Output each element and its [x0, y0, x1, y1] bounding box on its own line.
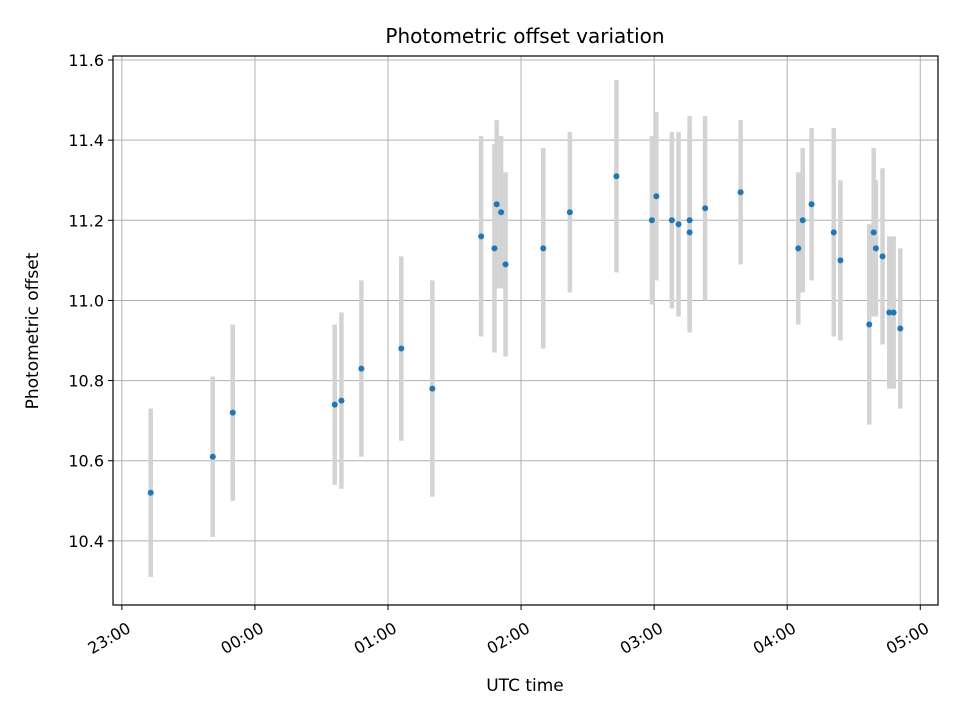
- data-point: [566, 209, 573, 216]
- y-tick-label: 10.6: [68, 452, 104, 471]
- data-point: [879, 253, 886, 260]
- data-point: [702, 205, 709, 212]
- y-axis-label: Photometric offset: [23, 252, 43, 409]
- data-point: [498, 209, 505, 216]
- data-point: [613, 173, 620, 180]
- data-point: [229, 409, 236, 416]
- data-point: [209, 453, 216, 460]
- y-tick-label: 10.4: [68, 532, 104, 551]
- plot-frame: [112, 55, 939, 606]
- data-point: [502, 261, 509, 268]
- chart-title: Photometric offset variation: [385, 24, 664, 48]
- data-point: [147, 489, 154, 496]
- data-point: [897, 325, 904, 332]
- y-tick-label: 11.6: [68, 51, 104, 70]
- data-point: [830, 229, 837, 236]
- data-point: [890, 309, 897, 316]
- data-point: [866, 321, 873, 328]
- data-point: [398, 345, 405, 352]
- data-point: [331, 401, 338, 408]
- data-point: [870, 229, 877, 236]
- data-point: [653, 193, 660, 200]
- grid: [113, 56, 938, 605]
- data-point: [540, 245, 547, 252]
- data-point: [795, 245, 802, 252]
- data-point: [491, 245, 498, 252]
- data-point: [686, 229, 693, 236]
- data-point: [668, 217, 675, 224]
- data-point: [429, 385, 436, 392]
- y-tick-label: 10.8: [68, 372, 104, 391]
- y-tick-label: 11.2: [68, 211, 104, 230]
- data-point: [737, 189, 744, 196]
- data-point: [493, 201, 500, 208]
- data-point: [799, 217, 806, 224]
- data-point: [358, 365, 365, 372]
- x-axis-label: UTC time: [486, 676, 564, 696]
- data-point: [872, 245, 879, 252]
- data-point: [675, 221, 682, 228]
- data-point: [886, 309, 893, 316]
- data-point: [648, 217, 655, 224]
- data-point: [686, 217, 693, 224]
- data-point: [338, 397, 345, 404]
- data-point: [478, 233, 485, 240]
- y-tick-label: 11.0: [68, 291, 104, 310]
- data-point: [837, 257, 844, 264]
- data-point: [808, 201, 815, 208]
- data-points: [147, 173, 904, 496]
- y-axis: 10.4 10.6 10.8 11.0 11.2 11.4 11.6: [68, 51, 113, 551]
- y-tick-label: 11.4: [68, 131, 104, 150]
